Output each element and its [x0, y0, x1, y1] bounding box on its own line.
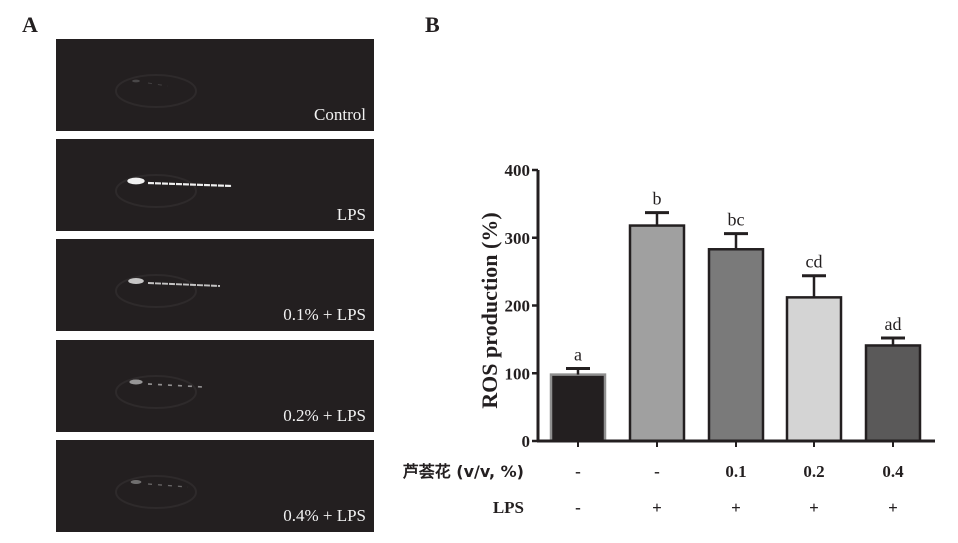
treatment-value: 0.1	[725, 462, 746, 481]
y-tick-label: 100	[505, 364, 531, 383]
y-tick-label: 0	[522, 432, 531, 451]
treatment-row-label: 芦荟花 (v/v, %)	[403, 462, 524, 481]
significance-label: ad	[885, 314, 902, 334]
fluorescence-signal	[115, 174, 233, 208]
bar	[785, 296, 843, 443]
image-caption: Control	[314, 105, 366, 124]
panel-a-label: A	[22, 12, 38, 37]
bar	[549, 373, 607, 443]
image-caption: 0.2% + LPS	[283, 406, 366, 425]
fluorescence-signal	[115, 475, 197, 509]
significance-label: cd	[806, 252, 823, 272]
treatment-value: -	[575, 462, 581, 481]
zebrafish-image: Control	[56, 39, 374, 131]
significance-label: a	[574, 345, 582, 365]
treatment-value: 0.2	[803, 462, 824, 481]
image-caption: 0.4% + LPS	[283, 506, 366, 525]
treatment-value: +	[652, 498, 662, 517]
bar	[707, 248, 765, 443]
treatment-value: -	[654, 462, 660, 481]
bar	[864, 344, 922, 443]
y-axis-label: ROS production (%)	[477, 212, 502, 408]
y-tick-label: 400	[505, 161, 531, 180]
bar	[628, 224, 686, 443]
fluorescence-signal	[115, 375, 205, 409]
significance-label: b	[653, 189, 662, 209]
y-tick-label: 300	[505, 229, 531, 248]
zebrafish-image: 0.4% + LPS	[56, 440, 374, 532]
image-caption: 0.1% + LPS	[283, 305, 366, 324]
image-caption: LPS	[336, 205, 366, 224]
treatment-value: +	[888, 498, 898, 517]
zebrafish-image: LPS	[56, 139, 374, 231]
treatment-value: +	[809, 498, 819, 517]
treatment-value: 0.4	[882, 462, 904, 481]
zebrafish-image: 0.1% + LPS	[56, 239, 374, 331]
significance-label: bc	[728, 210, 745, 230]
panel-b-label: B	[425, 12, 440, 37]
fluorescence-signal	[115, 74, 197, 108]
fluorescence-signal	[115, 274, 221, 308]
treatment-row-label: LPS	[493, 498, 524, 517]
treatment-value: +	[731, 498, 741, 517]
y-tick-label: 200	[505, 297, 531, 316]
treatment-value: -	[575, 498, 581, 517]
zebrafish-image: 0.2% + LPS	[56, 340, 374, 432]
